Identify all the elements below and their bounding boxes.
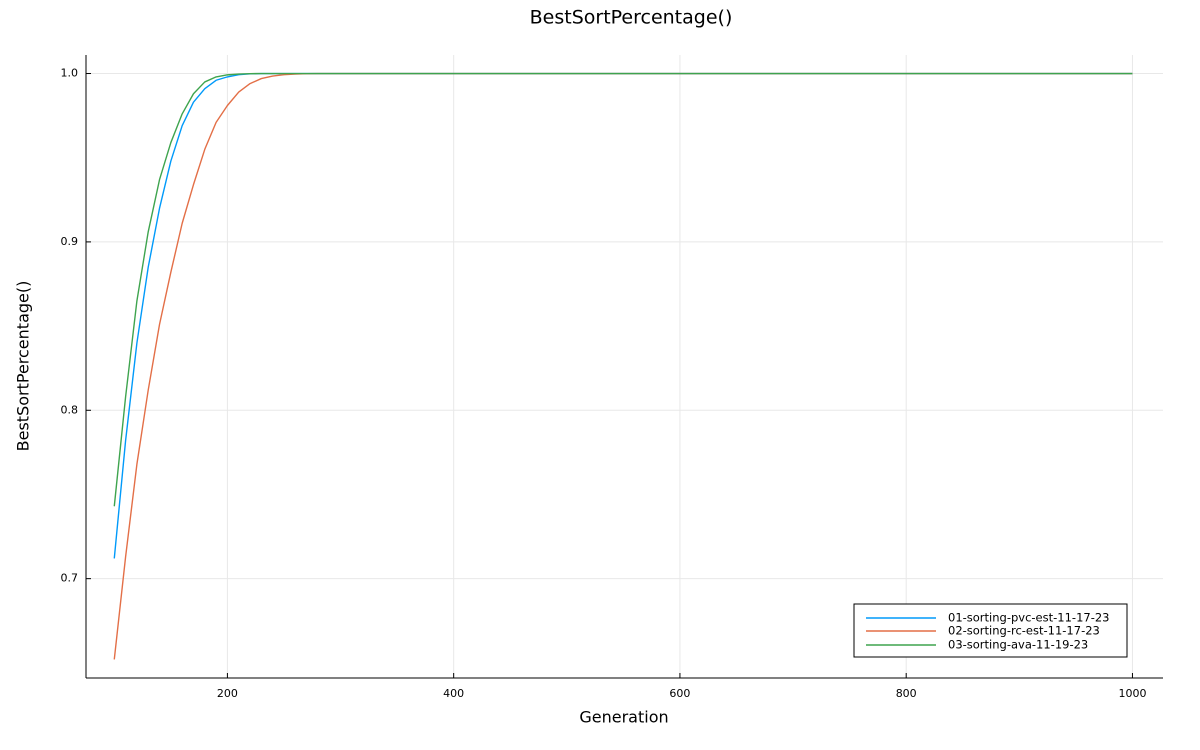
y-tick-label: 0.9 — [61, 235, 79, 248]
legend-label-2: 02-sorting-rc-est-11-17-23 — [948, 624, 1100, 638]
ticks: 200 400 600 800 1000 0.7 0.8 0.9 1.0 — [61, 67, 1147, 700]
x-axis-title: Generation — [579, 708, 668, 727]
y-tick-label: 0.7 — [61, 572, 79, 585]
y-tick-label: 0.8 — [61, 403, 79, 416]
x-tick-label: 800 — [896, 687, 917, 700]
legend-box — [853, 603, 1128, 658]
legend-label-1: 01-sorting-pvc-est-11-17-23 — [948, 611, 1109, 625]
legend: 01-sorting-pvc-est-11-17-23 02-sorting-r… — [853, 603, 1128, 658]
x-tick-label: 600 — [669, 687, 690, 700]
series — [113, 72, 1133, 660]
y-axis-title: BestSortPercentage() — [14, 281, 33, 452]
chart-title: BestSortPercentage() — [530, 7, 733, 29]
x-tick-label: 400 — [443, 687, 464, 700]
y-tick-label: 1.0 — [61, 67, 79, 80]
legend-label-3: 03-sorting-ava-11-19-23 — [948, 638, 1088, 652]
x-tick-label: 1000 — [1118, 687, 1146, 700]
axes — [85, 55, 1163, 679]
x-tick-label: 200 — [217, 687, 238, 700]
series-line-3 — [113, 72, 1133, 507]
